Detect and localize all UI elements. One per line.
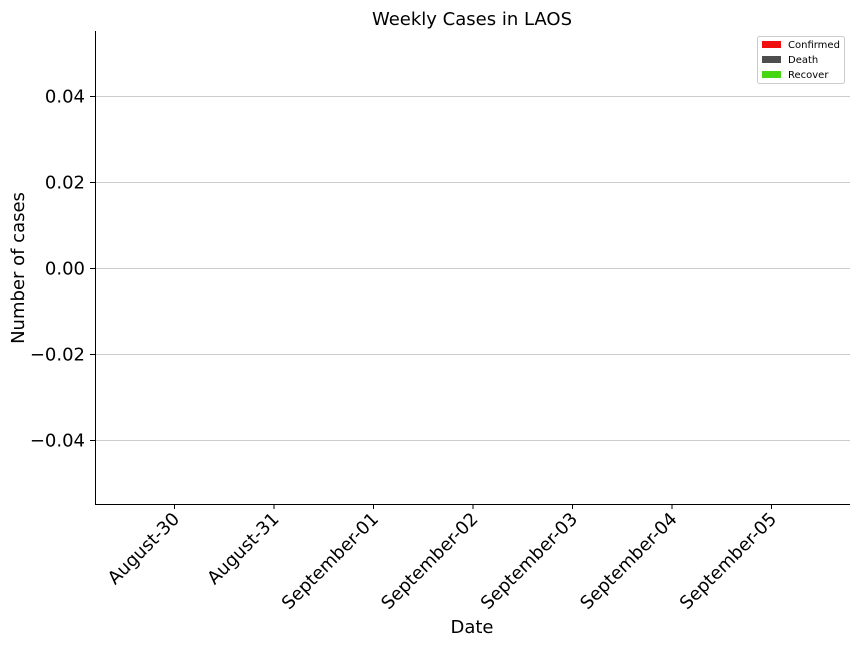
y-tick-label: −0.02: [30, 345, 85, 366]
y-tick-label: 0.00: [45, 259, 85, 280]
legend-swatch: [762, 56, 781, 63]
legend-swatch: [762, 41, 781, 48]
x-axis-label: Date: [450, 617, 493, 638]
y-axis-ticks: 0.04 0.02 0.00 −0.02 −0.04: [30, 87, 95, 452]
legend-label: Death: [788, 55, 818, 66]
chart-title: Weekly Cases in LAOS: [372, 9, 572, 30]
x-tick-label: August-30: [104, 509, 184, 589]
y-tick-label: 0.04: [45, 87, 85, 108]
x-tick-label: September-04: [576, 509, 681, 614]
legend-label: Confirmed: [788, 40, 840, 51]
x-tick-label: September-05: [676, 509, 781, 614]
legend: Confirmed Death Recover: [757, 36, 845, 84]
legend-swatch: [762, 71, 781, 78]
x-tick-label: September-01: [278, 509, 383, 614]
y-tick-label: −0.04: [30, 431, 85, 452]
legend-label: Recover: [788, 70, 829, 81]
x-axis-ticks: August-30 August-31September-01September-…: [104, 504, 781, 614]
y-axis-label: Number of cases: [8, 192, 29, 344]
y-tick-label: 0.02: [45, 173, 85, 194]
y-gridlines: [95, 96, 850, 441]
x-tick-label: August-31: [203, 509, 283, 589]
x-tick-label: September-03: [477, 509, 582, 614]
x-tick-label: September-02: [377, 509, 482, 614]
